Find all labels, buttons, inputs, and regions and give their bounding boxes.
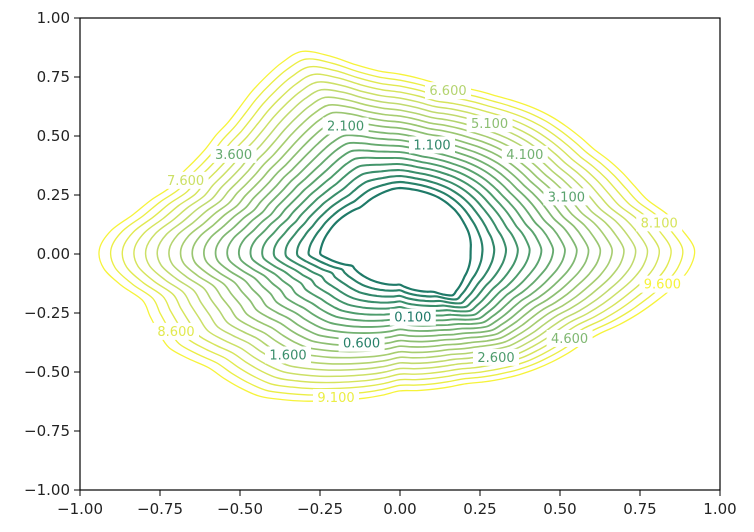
contour-label-bg — [639, 275, 686, 293]
y-tick-label: 0.25 — [37, 186, 70, 204]
x-tick-label: 0.25 — [463, 500, 496, 518]
contour-label: 0.100 — [394, 311, 431, 326]
y-tick-label: 1.00 — [37, 9, 70, 27]
contour-level-16 — [133, 73, 661, 384]
contour-label: 1.100 — [413, 138, 450, 153]
contour-level-14 — [156, 88, 637, 371]
contour-label: 2.100 — [327, 120, 364, 135]
y-tick-label: −0.50 — [24, 363, 70, 381]
y-axis: 1.00 0.75 0.50 0.25 0.00 −0.25 −0.50 −0.75 −1.00 — [24, 9, 80, 499]
contour-labels: 0.100 0.600 1.100 1.600 2.100 2.600 3.100 3.600… — [153, 82, 686, 406]
contour-label-bg — [338, 334, 385, 352]
contour-label: 1.600 — [269, 348, 306, 363]
contour-label: 4.600 — [551, 332, 588, 347]
y-tick-label: −0.25 — [24, 304, 70, 322]
contour-label-bg — [546, 329, 593, 347]
x-tick-label: 0.75 — [623, 500, 656, 518]
contour-label: 9.600 — [644, 278, 681, 293]
contour-label: 0.600 — [343, 337, 380, 352]
contour-level-7 — [237, 141, 555, 328]
contour-level-10 — [203, 119, 590, 347]
contour-label-bg — [153, 322, 199, 340]
contour-label-bg — [425, 82, 471, 100]
x-tick-label: −0.75 — [137, 500, 183, 518]
contour-level-4 — [272, 162, 519, 313]
y-tick-label: −0.75 — [24, 422, 70, 440]
y-tick-label: 0.50 — [37, 127, 70, 145]
contour-label-bg — [313, 388, 359, 406]
contour-label: 9.100 — [317, 391, 354, 406]
contour-label-bg — [501, 145, 548, 163]
contour-label: 7.600 — [167, 174, 204, 189]
y-tick-label: −1.00 — [24, 481, 70, 499]
x-axis: −1.00 −0.75 −0.50 −0.25 0.00 0.25 0.50 0.75 1.00 — [57, 490, 737, 518]
contour-level-15 — [144, 81, 649, 378]
x-tick-label: −1.00 — [57, 500, 103, 518]
contour-level-5 — [261, 156, 531, 317]
contour-label: 5.100 — [471, 117, 508, 132]
x-tick-label: 1.00 — [703, 500, 736, 518]
contour-label-bg — [210, 145, 257, 163]
contour-level-2 — [295, 174, 496, 305]
contour-level-11 — [191, 111, 602, 353]
contour-level-0 — [318, 186, 472, 297]
contour-label-bg — [473, 348, 519, 366]
contour-level-3 — [284, 169, 508, 309]
contour-level-1 — [307, 180, 484, 301]
contour-label: 8.100 — [641, 216, 678, 231]
x-tick-label: −0.50 — [217, 500, 263, 518]
contour-label-bg — [466, 115, 513, 133]
contour-level-9 — [214, 126, 578, 341]
contour-label: 4.100 — [506, 148, 543, 163]
contour-level-8 — [226, 134, 566, 334]
contour-level-13 — [168, 96, 625, 365]
contour-label-bg — [636, 214, 683, 232]
contour-level-6 — [249, 149, 543, 322]
contour-label: 3.600 — [215, 148, 252, 163]
contour-label-bg — [543, 188, 590, 206]
y-tick-label: 0.00 — [37, 245, 70, 263]
contour-label-bg — [162, 171, 209, 189]
contour-level-17 — [121, 65, 672, 390]
contour-label: 3.100 — [548, 190, 585, 205]
contour-label: 2.600 — [477, 351, 514, 366]
contour-level-12 — [179, 103, 613, 359]
contour-label-bg — [322, 117, 369, 135]
contour-label-bg — [389, 308, 436, 326]
x-tick-label: 0.50 — [543, 500, 576, 518]
x-tick-label: −0.25 — [297, 500, 343, 518]
contour-level-19 — [98, 50, 696, 402]
contour-label: 8.600 — [157, 325, 194, 340]
y-tick-label: 0.75 — [37, 68, 70, 86]
contour-label: 6.600 — [429, 84, 466, 99]
contour-label-bg — [409, 136, 455, 154]
contour-lines — [98, 50, 696, 402]
contour-label-bg — [265, 346, 311, 364]
contour-level-18 — [109, 58, 684, 396]
x-tick-label: 0.00 — [383, 500, 416, 518]
